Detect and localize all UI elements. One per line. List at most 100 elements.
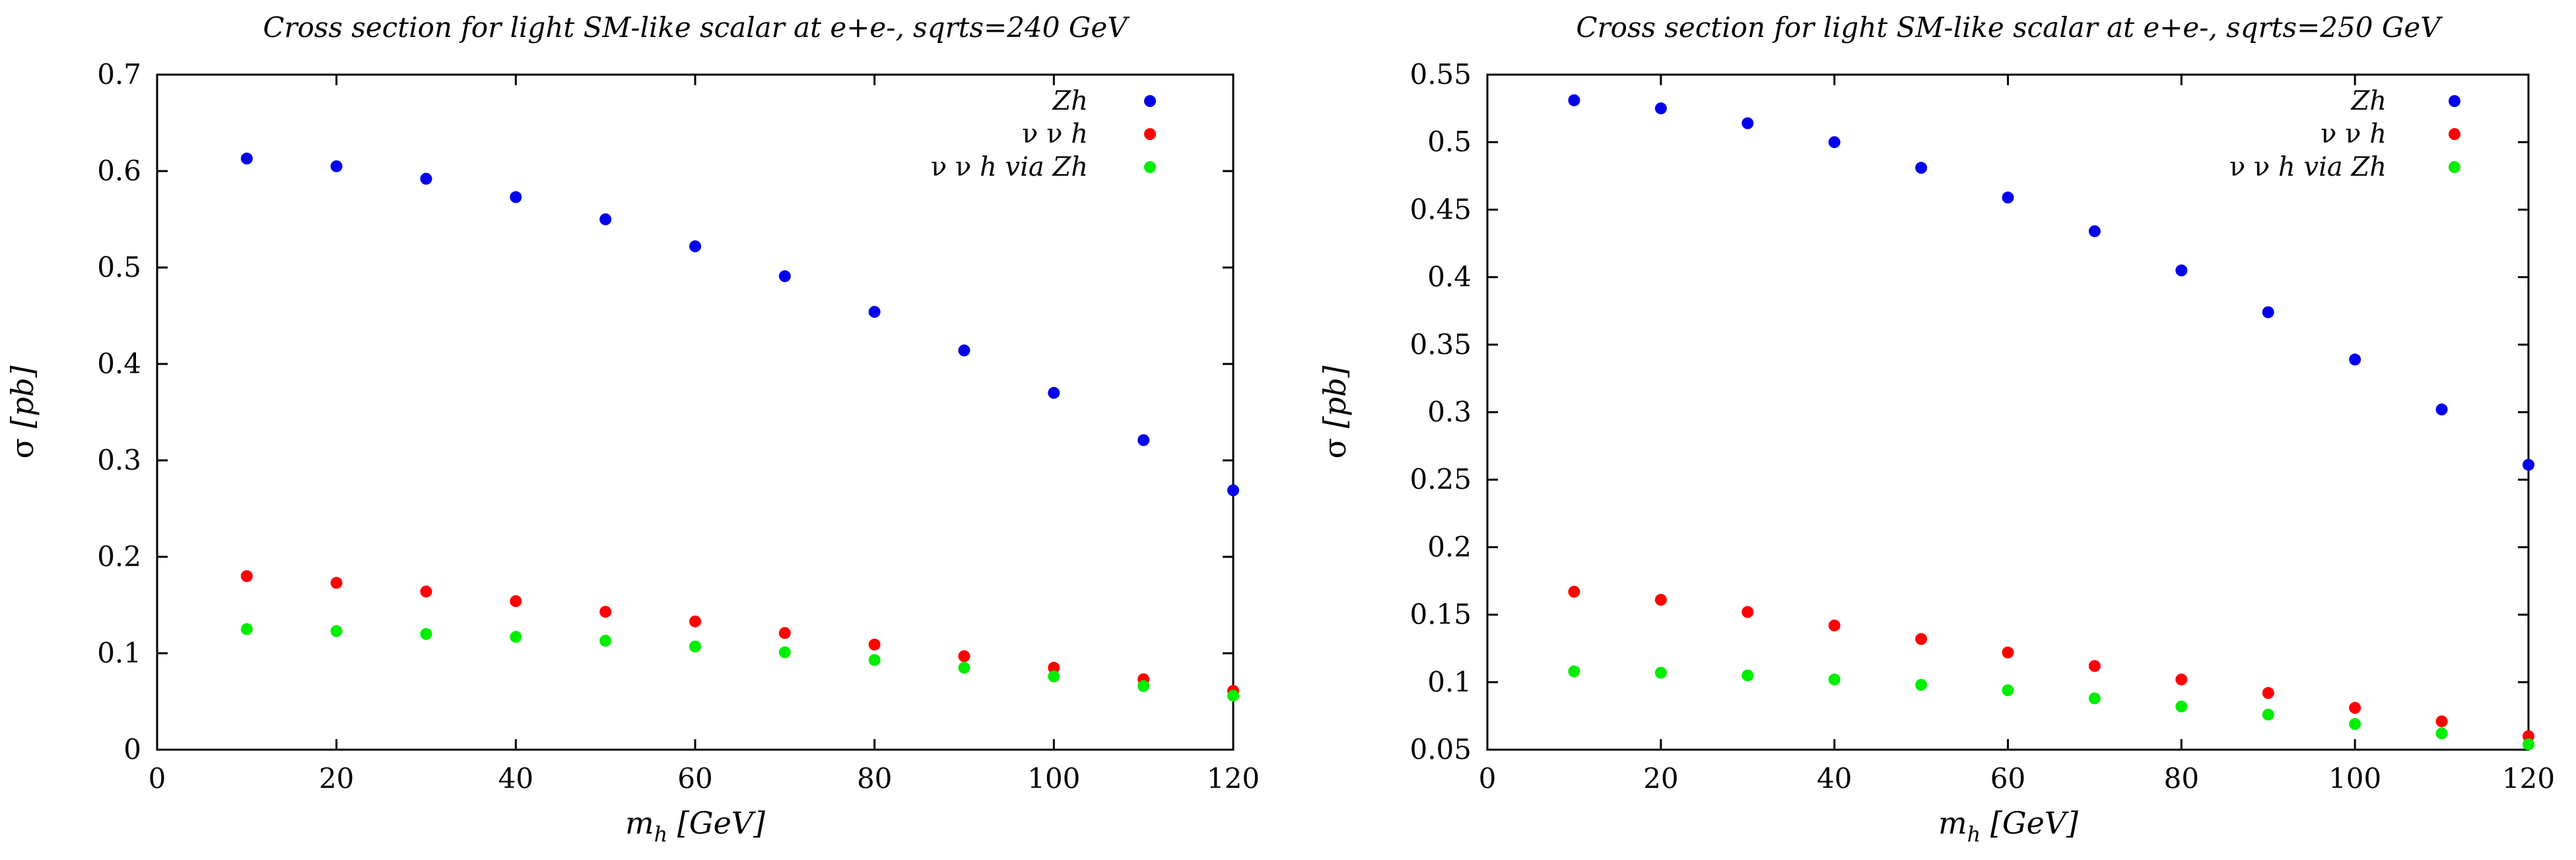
legend-label: ν ν h bbox=[1022, 119, 1088, 149]
data-point bbox=[1227, 690, 1239, 702]
legend-label: ν ν h via Zh bbox=[931, 152, 1088, 182]
data-point bbox=[1654, 666, 1667, 679]
data-point bbox=[1048, 661, 1060, 674]
data-point bbox=[689, 640, 701, 653]
y-tick-label: 0.55 bbox=[1409, 58, 1472, 90]
data-point bbox=[778, 270, 791, 283]
y-tick-label: 0.1 bbox=[97, 637, 141, 669]
data-point bbox=[2088, 692, 2101, 705]
data-point bbox=[2175, 700, 2188, 713]
x-axis-label-unit: [GeV] bbox=[1981, 805, 2078, 841]
legend: Zhν ν hν ν h via Zh bbox=[2229, 86, 2460, 182]
y-axis-label: σ [pb] bbox=[1317, 366, 1353, 459]
x-axis-label: mh [GeV] bbox=[1938, 805, 2078, 847]
legend: Zhν ν hν ν h via Zh bbox=[931, 86, 1156, 182]
x-axis-label-main: m bbox=[1938, 805, 1967, 841]
series-2 bbox=[240, 570, 1239, 697]
y-axis-label-unit: [pb] bbox=[5, 366, 40, 438]
legend-marker bbox=[1144, 128, 1156, 140]
data-point bbox=[240, 623, 253, 635]
y-tick-label: 0.15 bbox=[1409, 598, 1472, 631]
data-point bbox=[2349, 353, 2361, 366]
data-point bbox=[510, 191, 522, 203]
y-tick-label: 0 bbox=[123, 733, 141, 766]
data-point bbox=[1742, 606, 1754, 618]
data-point bbox=[330, 160, 343, 172]
data-point bbox=[2262, 306, 2274, 318]
data-point bbox=[599, 635, 612, 647]
data-point bbox=[1828, 619, 1841, 631]
data-point bbox=[420, 585, 432, 598]
data-point bbox=[2523, 738, 2534, 750]
data-point bbox=[420, 172, 432, 185]
x-tick-label: 0 bbox=[149, 762, 166, 795]
data-point bbox=[599, 213, 612, 225]
data-point bbox=[778, 646, 791, 659]
data-point bbox=[1742, 117, 1754, 129]
data-point bbox=[2002, 684, 2014, 697]
data-point bbox=[2349, 718, 2361, 731]
legend-label-part: ν ν bbox=[1022, 119, 1071, 149]
y-tick-label: 0.35 bbox=[1409, 328, 1472, 361]
data-point bbox=[2523, 458, 2534, 471]
data-point bbox=[1828, 136, 1841, 149]
data-point bbox=[1227, 484, 1239, 497]
y-tick-label: 0.5 bbox=[97, 251, 141, 283]
legend-marker bbox=[1144, 161, 1156, 173]
y-axis-label-symbol: σ bbox=[1317, 438, 1353, 458]
x-tick-label: 100 bbox=[2328, 762, 2381, 795]
data-point bbox=[689, 615, 701, 627]
x-tick-label: 40 bbox=[1817, 762, 1852, 795]
data-point bbox=[1568, 665, 1580, 678]
data-point bbox=[2088, 660, 2101, 672]
data-point bbox=[2435, 403, 2448, 415]
y-tick-label: 0.5 bbox=[1427, 125, 1472, 158]
data-point bbox=[420, 627, 432, 640]
data-point bbox=[1137, 434, 1150, 447]
data-point bbox=[1568, 585, 1580, 598]
data-point bbox=[1742, 669, 1754, 682]
x-tick-label: 80 bbox=[857, 762, 892, 795]
data-point bbox=[2002, 646, 2014, 659]
x-axis-label-main: m bbox=[625, 805, 654, 841]
series-2 bbox=[1568, 585, 2534, 742]
y-axis-label-symbol: σ bbox=[5, 438, 40, 458]
data-point bbox=[599, 606, 612, 618]
data-point bbox=[2175, 264, 2188, 277]
data-point bbox=[2262, 687, 2274, 699]
legend-label: Zh bbox=[1051, 86, 1088, 116]
data-point bbox=[1915, 633, 1928, 645]
data-point bbox=[1654, 594, 1667, 606]
series-1 bbox=[240, 153, 1239, 497]
data-point bbox=[2435, 715, 2448, 728]
data-point bbox=[958, 661, 970, 674]
y-tick-label: 0.1 bbox=[1427, 666, 1472, 698]
y-tick-label: 0.25 bbox=[1409, 463, 1472, 495]
data-point bbox=[240, 153, 253, 165]
data-point bbox=[1828, 673, 1841, 686]
data-point bbox=[868, 638, 881, 651]
y-tick-label: 0.3 bbox=[1427, 396, 1472, 428]
y-tick-label: 0.4 bbox=[1427, 261, 1472, 293]
y-tick-label: 0.2 bbox=[1427, 530, 1472, 563]
y-tick-label: 0.05 bbox=[1409, 733, 1472, 766]
x-tick-label: 120 bbox=[1207, 762, 1260, 795]
legend-marker bbox=[2449, 161, 2460, 173]
y-axis-label: σ [pb] bbox=[5, 366, 40, 459]
data-point bbox=[330, 577, 343, 589]
series-3 bbox=[240, 623, 1239, 702]
data-point bbox=[868, 306, 881, 318]
legend-marker bbox=[2449, 128, 2460, 140]
data-point bbox=[1654, 102, 1667, 115]
y-tick-label: 0.4 bbox=[97, 347, 141, 380]
chart-panel-1: Cross section for light SM-like scalar a… bbox=[5, 11, 1260, 847]
legend-marker bbox=[2449, 95, 2460, 107]
data-point bbox=[2262, 708, 2274, 721]
x-tick-label: 20 bbox=[1643, 762, 1678, 795]
data-point bbox=[2088, 225, 2101, 238]
data-point bbox=[2002, 192, 2014, 204]
data-point bbox=[240, 570, 253, 583]
y-tick-label: 0.45 bbox=[1409, 193, 1472, 225]
y-tick-label: 0.7 bbox=[97, 58, 141, 90]
